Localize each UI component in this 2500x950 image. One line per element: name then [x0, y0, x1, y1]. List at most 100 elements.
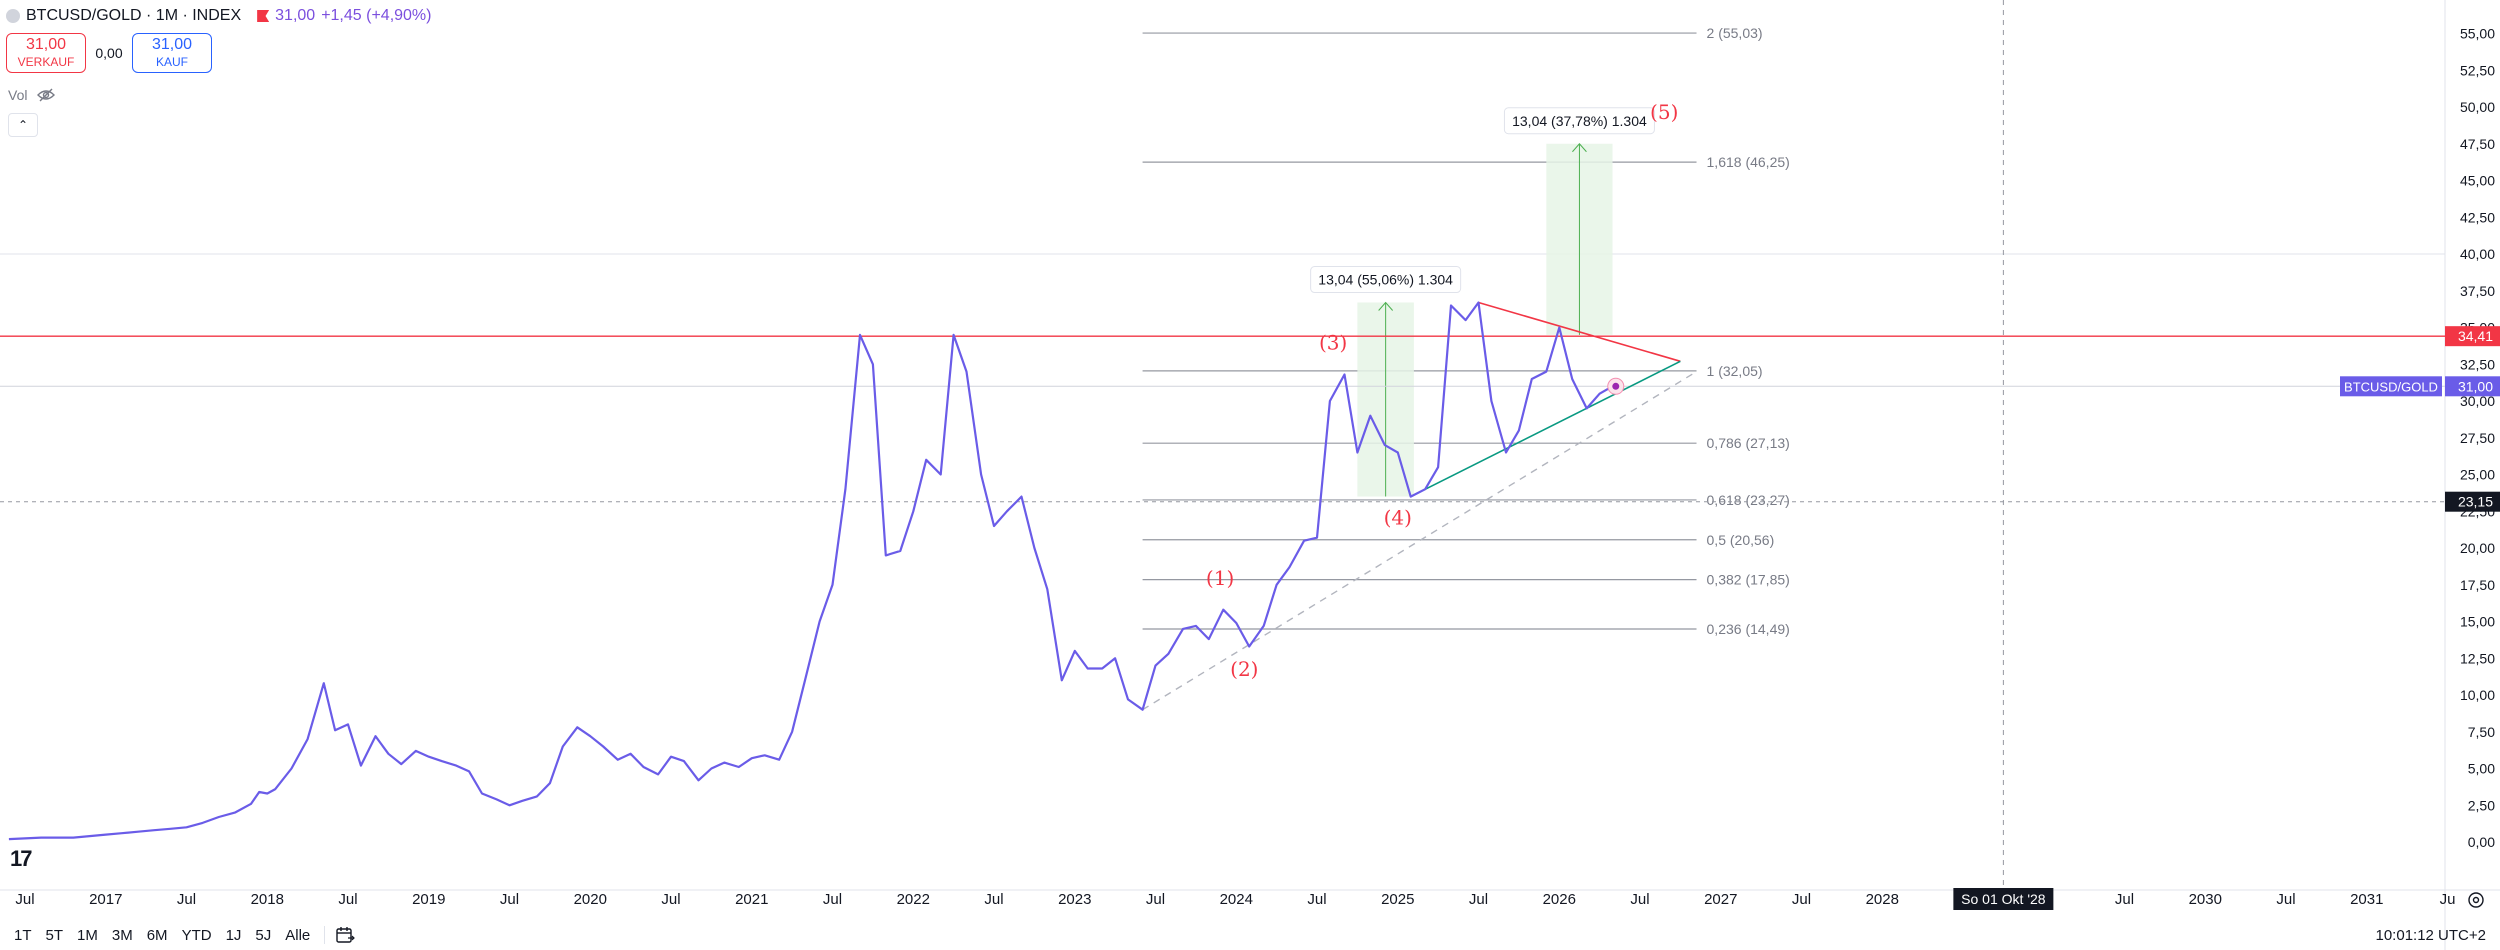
- x-tick-label: 2019: [412, 891, 445, 908]
- range-button[interactable]: Alle: [285, 926, 311, 944]
- chevron-up-icon: ⌃: [17, 118, 29, 132]
- range-button[interactable]: 1M: [77, 926, 98, 944]
- y-tick-label: 32,50: [2460, 356, 2495, 372]
- y-tick-label: 55,00: [2460, 26, 2495, 42]
- measure-label-box: [1503, 107, 1655, 135]
- y-tick-label: 47,50: [2460, 136, 2495, 152]
- settings-gear-icon: [2468, 892, 2484, 908]
- buy-button[interactable]: 31,00 KAUF: [132, 33, 212, 73]
- x-tick-label: 2030: [2189, 891, 2222, 908]
- y-tick-label: 25,00: [2460, 467, 2495, 483]
- y-tick-label: 30,00: [2460, 393, 2495, 409]
- wave-label: (1): [1206, 566, 1234, 590]
- tradingview-logo-icon: 17: [10, 846, 33, 871]
- range-button[interactable]: 1T: [14, 926, 32, 944]
- x-tick-label: 2025: [1381, 891, 1414, 908]
- x-tick-label: 2031: [2350, 891, 2383, 908]
- price-tag-crosshair: 23,15: [2458, 494, 2493, 510]
- range-button[interactable]: 5J: [255, 926, 272, 944]
- hidden-eye-icon[interactable]: [37, 88, 56, 102]
- x-tick-label: 2017: [89, 891, 122, 908]
- settings-gear-icon-center: [2472, 896, 2480, 904]
- x-tick-label: Jul: [823, 891, 842, 908]
- fib-level-label: 2 (55,03): [1707, 25, 1763, 41]
- price-tag-resistance: 34,41: [2458, 328, 2493, 344]
- buy-label: KAUF: [155, 55, 188, 69]
- triangle-lower-line: [1410, 360, 1681, 498]
- sell-label: VERKAUF: [17, 55, 75, 69]
- x-tick-label: 2026: [1543, 891, 1576, 908]
- y-tick-label: 0,00: [2468, 834, 2495, 850]
- x-tick-label: Jul: [984, 891, 1003, 908]
- range-toolbar: 1T 5T 1M 3M 6M YTD 1J 5J Alle: [0, 920, 2500, 950]
- market-status-flag-icon: [257, 10, 270, 22]
- x-tick-label: 2023: [1058, 891, 1091, 908]
- x-tick-label: Jul: [1469, 891, 1488, 908]
- x-tick-label: 2027: [1704, 891, 1737, 908]
- y-tick-label: 17,50: [2460, 577, 2495, 593]
- fib-level-label: 0,618 (23,27): [1707, 492, 1790, 508]
- y-tick-label: 10,00: [2460, 687, 2495, 703]
- x-tick-label: Jul: [15, 891, 34, 908]
- measure-label-box: [1310, 266, 1462, 294]
- last-price: 31,00: [275, 7, 316, 24]
- calendar-goto-icon[interactable]: [335, 926, 356, 944]
- fib-level-label: 0,5 (20,56): [1707, 532, 1775, 548]
- y-tick-label: 15,00: [2460, 614, 2495, 630]
- fib-level-label: 0,236 (14,49): [1707, 621, 1790, 637]
- x-tick-label: Jul: [2276, 891, 2295, 908]
- crosshair-time-label: So 01 Okt '28: [1961, 891, 2046, 907]
- symbol-logo-icon: [6, 9, 20, 23]
- last-point-marker: [1612, 382, 1620, 390]
- symbol-title[interactable]: BTCUSD/GOLD · 1M · INDEX: [26, 7, 242, 24]
- x-tick-label: Jul: [1792, 891, 1811, 908]
- symbol-tag: BTCUSD/GOLD: [2344, 379, 2438, 394]
- x-tick-label: Jul: [1630, 891, 1649, 908]
- y-tick-label: 40,00: [2460, 246, 2495, 262]
- measure-arrow-head: [1572, 142, 1587, 153]
- measure-arrow-head: [1378, 301, 1394, 311]
- wave-label: (5): [1650, 100, 1678, 124]
- measure-label: 13,04 (37,78%) 1.304: [1512, 113, 1647, 129]
- range-button[interactable]: 6M: [146, 926, 168, 944]
- x-tick-label: 2018: [251, 891, 284, 908]
- symbol-header: BTCUSD/GOLD · 1M · INDEX 31,00 +1,45 (+4…: [6, 6, 431, 26]
- price-tag-current: 31,00: [2458, 378, 2493, 394]
- symbol-tag-bg: [2340, 376, 2442, 397]
- collapse-legend-button[interactable]: ⌃: [8, 113, 38, 137]
- x-tick-label: Jul: [661, 891, 680, 908]
- range-button[interactable]: 1J: [225, 926, 242, 944]
- dashed-trend-line: [1142, 371, 1697, 711]
- y-tick-label: 5,00: [2468, 761, 2495, 777]
- y-tick-label: 42,50: [2460, 209, 2495, 225]
- y-tick-label: 45,00: [2460, 173, 2495, 189]
- y-tick-label: 7,50: [2468, 724, 2495, 740]
- wave-label: (3): [1319, 331, 1347, 355]
- timezone-clock[interactable]: 10:01:12 UTC+2: [2375, 927, 2487, 944]
- x-tick-label: 2028: [1866, 891, 1899, 908]
- wave-label: (2): [1230, 657, 1258, 681]
- x-tick-label: 2020: [574, 891, 607, 908]
- x-tick-label: Ju: [2440, 891, 2456, 908]
- x-tick-label: Jul: [500, 891, 519, 908]
- toolbar-divider: [324, 926, 326, 944]
- fib-level-label: 0,382 (17,85): [1707, 572, 1790, 588]
- y-tick-label: 50,00: [2460, 99, 2495, 115]
- x-tick-label: 2024: [1220, 891, 1253, 908]
- x-tick-label: 2021: [735, 891, 768, 908]
- x-tick-label: Jul: [177, 891, 196, 908]
- x-tick-label: 2022: [897, 891, 930, 908]
- spread-value: 0,00: [95, 45, 123, 61]
- range-button[interactable]: 3M: [111, 926, 133, 944]
- range-button[interactable]: YTD: [181, 926, 212, 944]
- volume-label: Vol: [8, 87, 28, 103]
- triangle-upper-line: [1478, 301, 1681, 363]
- sell-button[interactable]: 31,00 VERKAUF: [6, 33, 86, 73]
- price-series-line: [8, 301, 1614, 841]
- volume-legend: Vol: [8, 87, 56, 103]
- y-tick-label: 12,50: [2460, 650, 2495, 666]
- buy-price: 31,00: [151, 36, 193, 53]
- y-tick-label: 52,50: [2460, 62, 2495, 78]
- range-button[interactable]: 5T: [45, 926, 64, 944]
